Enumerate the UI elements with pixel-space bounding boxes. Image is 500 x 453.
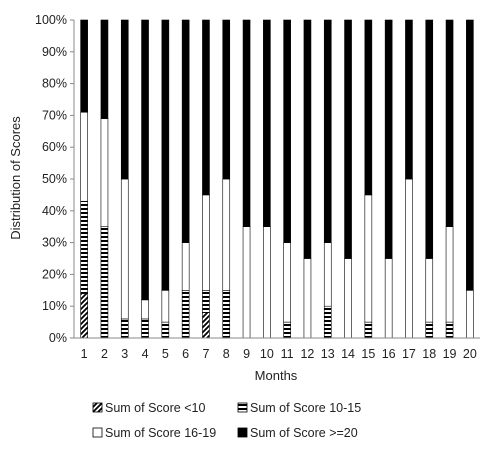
bar-segment-4 — [222, 19, 231, 180]
legend-swatch — [92, 427, 103, 438]
bar-segment-4 — [344, 19, 352, 259]
x-tick-label: 4 — [142, 347, 149, 361]
y-tick-label: 20% — [42, 267, 67, 281]
bar-segment-2 — [445, 321, 454, 339]
bar-segment-2 — [161, 321, 170, 339]
bar-segment-3 — [263, 226, 271, 339]
x-tick-label: 17 — [402, 347, 416, 361]
bar-segment-4 — [323, 19, 332, 243]
bar-segment-4 — [120, 19, 129, 180]
bar-segment-3 — [202, 194, 210, 291]
bar-segment-2 — [120, 318, 129, 339]
bar-segment-3 — [425, 258, 434, 323]
x-tick-label: 2 — [101, 347, 108, 361]
bar-segment-4 — [425, 19, 434, 259]
x-tick-label: 6 — [182, 347, 189, 361]
bar-segment-2 — [323, 305, 332, 339]
bar-segment-3 — [445, 226, 454, 323]
bar-segment-4 — [181, 19, 190, 243]
bar-segment-3 — [141, 299, 149, 320]
bar-segment-4 — [100, 19, 109, 119]
y-tick-label: 60% — [42, 140, 67, 154]
x-tick-label: 18 — [422, 347, 436, 361]
bar-segment-2 — [141, 318, 149, 339]
bar-segment-4 — [384, 19, 393, 259]
bar-segment-3 — [405, 178, 413, 339]
bar-segment-4 — [263, 19, 271, 227]
bar-segment-3 — [466, 289, 474, 339]
y-tick-label: 80% — [42, 77, 67, 91]
bar-segment-3 — [100, 118, 109, 228]
bar-segment-3 — [384, 258, 393, 339]
x-tick-label: 8 — [223, 347, 230, 361]
y-tick-label: 30% — [42, 236, 67, 250]
bar-segment-3 — [323, 242, 332, 307]
x-tick-label: 1 — [81, 347, 88, 361]
bar-segment-3 — [344, 258, 352, 339]
bar-segment-3 — [222, 178, 231, 291]
bar-segment-3 — [80, 111, 88, 202]
y-tick-label: 10% — [42, 299, 67, 313]
bar-segment-2 — [80, 200, 88, 294]
bar-segment-2 — [222, 289, 231, 339]
legend-label: Sum of Score <10 — [105, 401, 205, 415]
x-tick-label: 14 — [341, 347, 355, 361]
bar-segment-4 — [80, 19, 88, 113]
bar-segment-4 — [202, 19, 210, 196]
bar-segment-2 — [202, 289, 210, 313]
y-tick-label: 40% — [42, 204, 67, 218]
x-tick-label: 13 — [321, 347, 335, 361]
bar-segment-4 — [445, 19, 454, 227]
y-tick-label: 90% — [42, 45, 67, 59]
legend-label: Sum of Score 16-19 — [105, 426, 216, 440]
bar-segment-2 — [364, 321, 373, 339]
bar-segment-3 — [364, 194, 373, 323]
bar-segment-2 — [100, 226, 109, 339]
x-tick-label: 9 — [243, 347, 250, 361]
legend-swatch — [237, 402, 248, 413]
bar-segment-2 — [181, 289, 190, 339]
legend-swatch — [92, 402, 103, 413]
legend-swatch — [237, 427, 248, 438]
bar-segment-4 — [405, 19, 413, 180]
bar-segment-3 — [242, 226, 251, 339]
y-tick-label: 0% — [49, 331, 67, 345]
legend-label: Sum of Score 10-15 — [250, 401, 361, 415]
bar-segment-3 — [303, 258, 312, 339]
bar-segment-3 — [120, 178, 129, 320]
bar-segment-4 — [466, 19, 474, 291]
bar-segment-1 — [80, 293, 88, 339]
x-tick-label: 20 — [463, 347, 477, 361]
x-tick-label: 12 — [300, 347, 314, 361]
bar-segment-4 — [283, 19, 291, 243]
bar-segment-1 — [202, 312, 210, 339]
x-tick-label: 3 — [121, 347, 128, 361]
x-tick-label: 7 — [202, 347, 209, 361]
x-tick-label: 5 — [162, 347, 169, 361]
legend: Sum of Score <10 Sum of Score 10-15 Sum of… — [92, 401, 361, 440]
y-axis-title: Distribution of Scores — [8, 116, 23, 240]
bar-segment-3 — [181, 242, 190, 291]
bar-segment-4 — [364, 19, 373, 196]
y-tick-label: 50% — [42, 172, 67, 186]
x-tick-label: 15 — [361, 347, 375, 361]
x-tick-label: 16 — [382, 347, 396, 361]
bar-segment-2 — [283, 321, 291, 339]
bar-segment-4 — [242, 19, 251, 227]
bar-segment-3 — [161, 289, 170, 323]
bar-segment-2 — [425, 321, 434, 339]
x-tick-label: 19 — [443, 347, 457, 361]
x-tick-label: 11 — [281, 347, 294, 361]
y-tick-label: 100% — [35, 13, 67, 27]
bar-segment-4 — [161, 19, 170, 291]
bar-segment-4 — [141, 19, 149, 301]
x-tick-label: 10 — [260, 347, 274, 361]
y-tick-label: 70% — [42, 108, 67, 122]
legend-label: Sum of Score >=20 — [250, 426, 358, 440]
bar-segment-3 — [283, 242, 291, 323]
bar-segment-4 — [303, 19, 312, 259]
x-axis-title: Months — [255, 368, 298, 383]
